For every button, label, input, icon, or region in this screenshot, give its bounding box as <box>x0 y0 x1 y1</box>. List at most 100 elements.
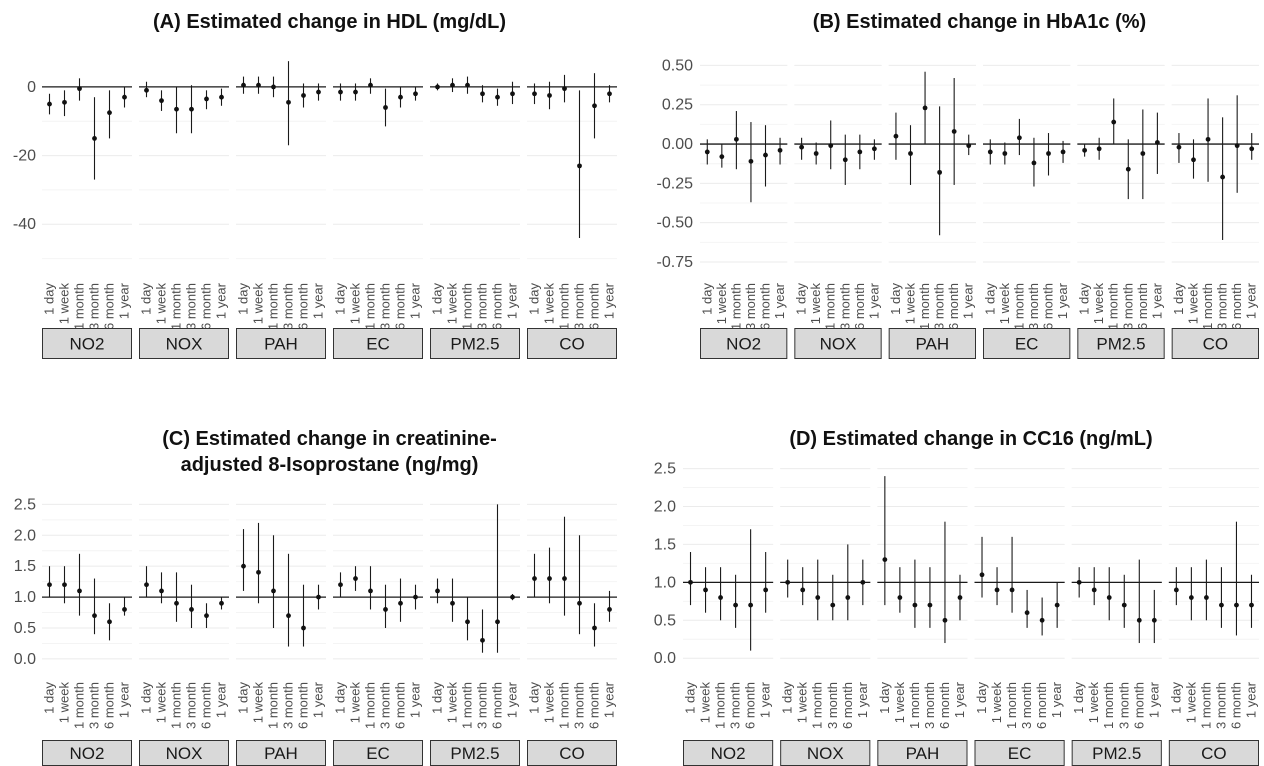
x-tick-label: 1 month <box>917 283 932 330</box>
y-tick-label: 0.50 <box>662 57 693 74</box>
estimate-point <box>979 572 985 578</box>
estimate-point <box>383 105 388 110</box>
facet-strip <box>527 740 617 766</box>
x-tick-label: 1 year <box>1149 282 1164 319</box>
x-tick-label: 1 day <box>1077 283 1092 315</box>
estimate-point <box>800 587 806 593</box>
estimate-point <box>510 91 515 97</box>
facet-strip <box>974 740 1065 766</box>
estimate-point <box>1121 602 1127 608</box>
estimate-point <box>286 613 291 619</box>
estimate-point <box>495 94 500 100</box>
estimate-point <box>1220 174 1226 180</box>
estimate-point <box>271 588 276 594</box>
estimate-point <box>1140 151 1146 156</box>
x-tick-label: 1 day <box>1171 283 1186 315</box>
facet-strip-label: PAH <box>915 335 949 354</box>
x-tick-label: 1 day <box>527 283 542 315</box>
estimate-point <box>92 136 97 141</box>
facet-pah: 1 day 1 week 1 month 3 month 6 month 1 year PA… <box>236 61 326 359</box>
estimate-point <box>830 602 836 608</box>
x-tick-label: 1 month <box>557 283 572 330</box>
x-tick-label: 6 month <box>743 682 758 729</box>
x-tick-label: 1 day <box>877 682 892 714</box>
estimate-point <box>942 617 948 623</box>
x-tick-label: 6 month <box>490 283 505 330</box>
facet-strip-label: NO2 <box>70 744 105 763</box>
x-tick-label: 1 week <box>57 682 72 724</box>
x-tick-label: 6 month <box>758 283 773 330</box>
estimate-point <box>204 96 209 102</box>
estimate-point <box>353 576 358 581</box>
x-tick-label: 1 day <box>1168 682 1183 714</box>
facet-ec: 1 day 1 week 1 month 3 month 6 month 1 year EC <box>982 64 1071 359</box>
estimate-point <box>577 600 582 606</box>
estimate-point <box>1031 160 1037 166</box>
facet-strip-label: PAH <box>906 744 940 763</box>
x-tick-label: 1 week <box>1091 283 1106 325</box>
facet-strip <box>683 740 774 766</box>
x-tick-label: 1 year <box>866 282 881 319</box>
y-tick-label: 0.5 <box>14 620 36 637</box>
x-tick-label: 3 month <box>837 283 852 330</box>
x-tick-label: 3 month <box>1116 682 1131 729</box>
estimate-point <box>1249 146 1255 152</box>
x-tick-label: 6 month <box>296 283 311 330</box>
estimate-point <box>301 93 306 98</box>
x-tick-label: 6 month <box>199 283 214 330</box>
x-tick-label: 1 week <box>795 682 810 724</box>
estimate-point <box>777 147 783 153</box>
x-tick-label: 1 year <box>772 282 787 319</box>
x-tick-label: 1 month <box>1004 682 1019 729</box>
y-tick-label: 0.0 <box>14 651 36 668</box>
x-tick-label: 1 week <box>698 682 713 724</box>
estimate-point <box>957 595 963 600</box>
facet-strip <box>983 328 1071 359</box>
estimate-point <box>703 587 708 593</box>
x-tick-label: 1 day <box>333 682 348 714</box>
x-tick-label: 1 month <box>460 682 475 729</box>
facet-no2: 1 day 1 week 1 month 3 month 6 month 1 year NO… <box>42 503 132 766</box>
x-tick-label: 1 month <box>557 682 572 729</box>
estimate-point <box>547 576 552 581</box>
estimate-point <box>860 579 866 585</box>
x-tick-label: 1 year <box>214 282 229 319</box>
x-tick-label: 1 year <box>311 282 326 319</box>
x-tick-label: 6 month <box>1228 682 1243 729</box>
x-tick-label: 3 month <box>378 682 393 729</box>
estimate-point <box>937 169 943 175</box>
x-tick-label: 1 month <box>1198 682 1213 729</box>
x-tick-label: 6 month <box>393 283 408 330</box>
x-tick-label: 1 day <box>333 283 348 315</box>
x-tick-label: 3 month <box>87 682 102 729</box>
x-tick-label: 1 day <box>236 682 251 714</box>
facet-strip-label: NO2 <box>70 335 105 354</box>
x-tick-label: 1 week <box>445 682 460 724</box>
x-tick-label: 1 month <box>363 283 378 330</box>
x-tick-label: 3 month <box>728 682 743 729</box>
x-tick-label: 1 month <box>460 283 475 330</box>
estimate-point <box>562 86 567 92</box>
estimate-point <box>912 602 918 608</box>
x-tick-label: 6 month <box>587 283 602 330</box>
facet-pah: 1 day 1 week 1 month 3 month 6 month 1 year PA… <box>236 503 326 766</box>
x-tick-label: 1 day <box>982 283 997 315</box>
facet-strip-label: PM2.5 <box>1096 335 1145 354</box>
estimate-point <box>159 98 164 104</box>
x-tick-label: 1 day <box>430 682 445 714</box>
facet-strip-label: EC <box>366 744 390 763</box>
x-tick-label: 1 year <box>1244 282 1259 319</box>
panel-b: (B) Estimated change in HbA1c (%) 0.50 0.2… <box>657 11 1259 359</box>
x-tick-label: 3 month <box>1213 682 1228 729</box>
x-tick-label: 1 week <box>542 283 557 325</box>
facet-strip-label: PAH <box>264 335 298 354</box>
estimate-point <box>383 607 388 612</box>
facet-ec: 1 day 1 week 1 month 3 month 6 month 1 year EC <box>974 468 1065 766</box>
x-tick-label: 1 week <box>348 283 363 325</box>
estimate-point <box>465 82 470 88</box>
x-tick-label: 1 month <box>169 283 184 330</box>
estimate-point <box>577 163 582 169</box>
estimate-point <box>338 89 343 95</box>
estimate-point <box>62 582 67 588</box>
